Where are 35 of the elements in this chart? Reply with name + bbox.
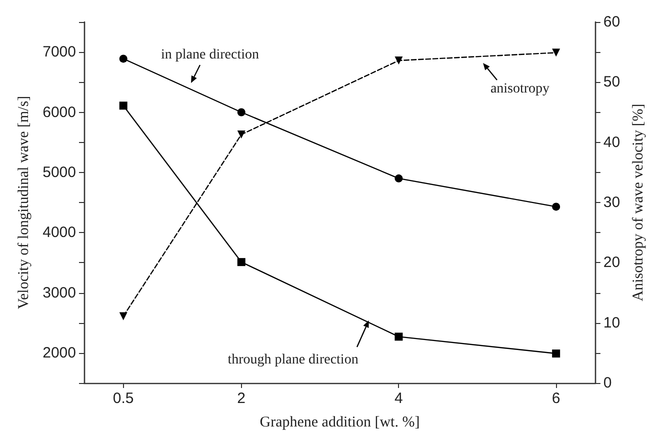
x-tick-label: 4	[394, 390, 403, 407]
point	[119, 102, 128, 110]
y-tick-label: 2000	[42, 344, 76, 362]
y-tick-label: 4000	[42, 224, 76, 242]
point	[552, 202, 560, 211]
x-tick-label: 6	[552, 390, 560, 407]
point	[394, 332, 403, 341]
point	[237, 108, 246, 116]
annotation: through plane direction	[228, 352, 358, 368]
y-tick-label: 5000	[42, 164, 76, 181]
point	[552, 350, 560, 358]
y-tick-label: 3000	[42, 284, 76, 302]
y2-axis-title: Anisotropy of wave velocity [%]	[630, 104, 646, 302]
point	[119, 312, 128, 320]
y2-tick-label: 20	[603, 254, 620, 272]
point	[237, 130, 246, 139]
y2-tick-label: 0	[603, 374, 612, 392]
y-axis-title: Velocity of longitudinal wave [m/s]	[16, 96, 32, 310]
y2-tick-label: 30	[603, 194, 620, 211]
point	[394, 56, 403, 65]
y-tick-label: 7000	[42, 44, 76, 61]
point	[237, 258, 246, 266]
annotation: anisotropy	[490, 82, 550, 96]
x-axis-title: Graphene addition [wt. %]	[260, 414, 420, 430]
y2-tick-label: 40	[603, 134, 620, 151]
x-tick-label: 2	[237, 390, 246, 407]
y-tick-label: 6000	[42, 104, 76, 121]
y2-tick-label: 10	[603, 314, 620, 332]
y2-tick-label: 60	[603, 14, 620, 30]
y2-tick-label: 50	[603, 74, 620, 91]
annotation: in plane direction	[161, 48, 259, 62]
point	[394, 174, 403, 182]
point	[552, 48, 560, 57]
x-tick-label: 0.5	[112, 390, 134, 407]
point	[119, 54, 128, 63]
